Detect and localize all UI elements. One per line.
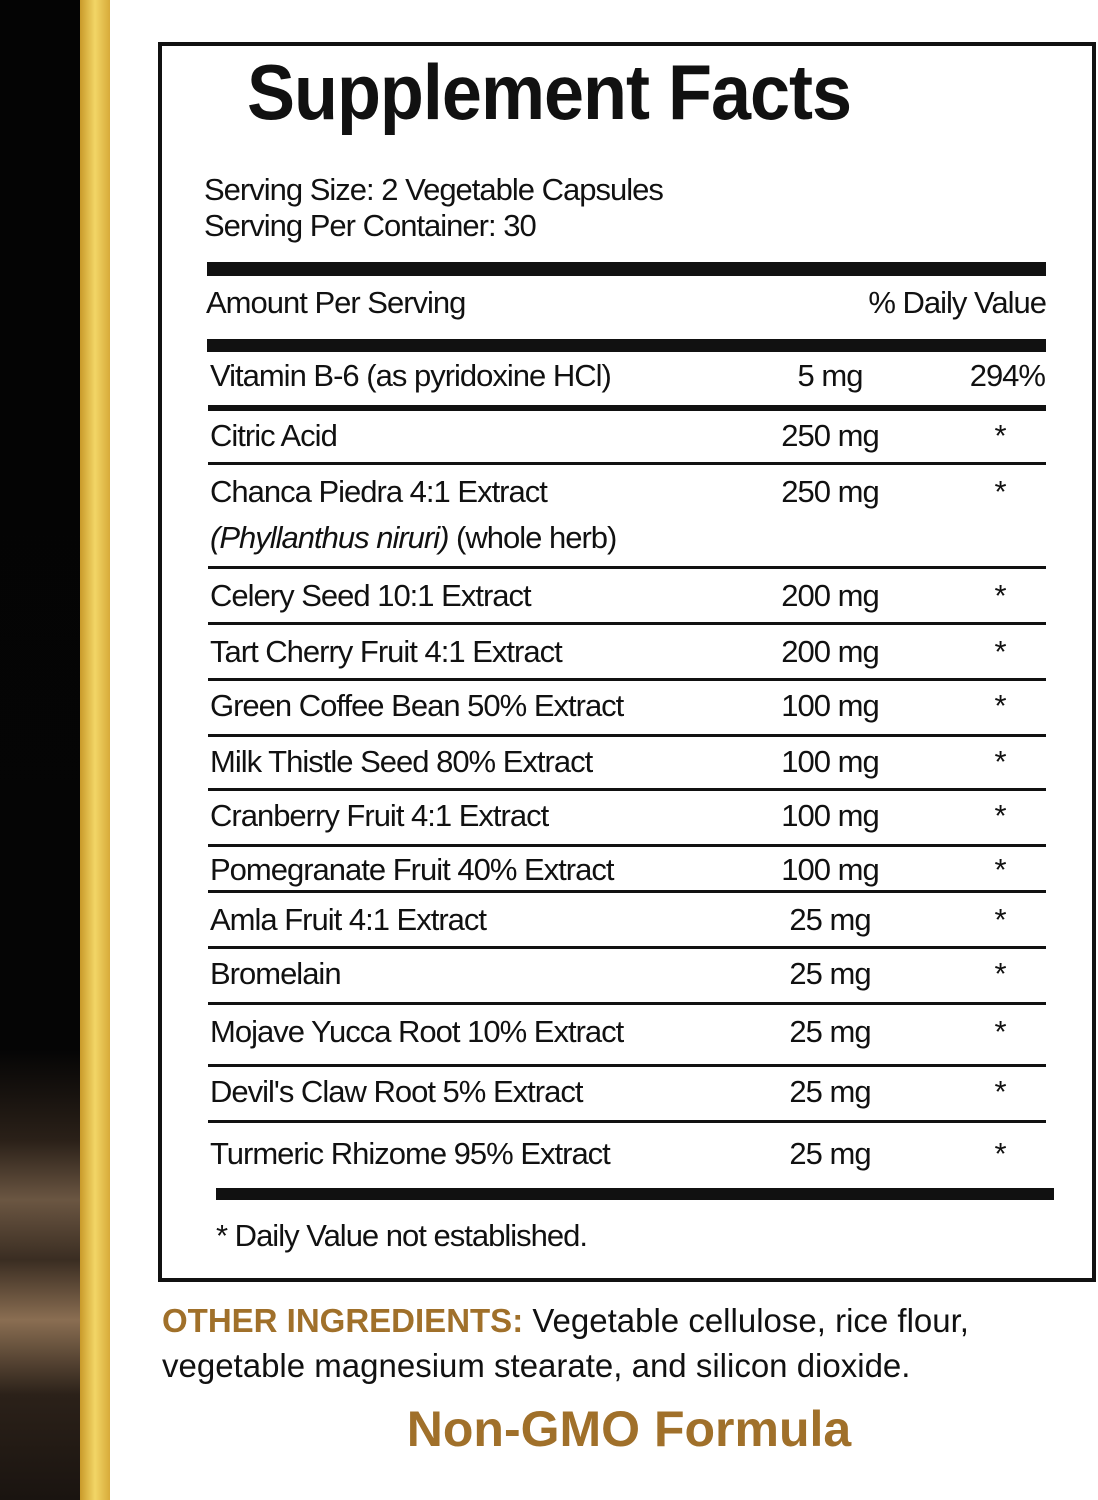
- row-divider: [208, 622, 1046, 625]
- nutrient-daily-value: *: [994, 1136, 1006, 1171]
- nutrient-amount: 25 mg: [789, 956, 871, 991]
- nutrient-daily-value: 294%: [969, 358, 1046, 393]
- nutrient-amount: 25 mg: [789, 902, 871, 937]
- serving-size: Serving Size: 2 Vegetable Capsules: [204, 172, 664, 207]
- row-divider: [208, 678, 1046, 681]
- nutrient-daily-value: *: [994, 798, 1006, 833]
- dv-header: % Daily Value: [868, 285, 1047, 320]
- row-divider: [208, 405, 1046, 411]
- nutrient-name: Devil's Claw Root 5% Extract: [210, 1074, 583, 1109]
- nutrient-amount: 25 mg: [789, 1136, 871, 1171]
- nutrient-daily-value: *: [994, 474, 1006, 509]
- nutrient-daily-value: *: [994, 1074, 1006, 1109]
- nutrient-amount: 200 mg: [781, 634, 879, 669]
- nutrient-amount: 250 mg: [781, 418, 879, 453]
- panel-title: Supplement Facts: [246, 49, 852, 137]
- nutrient-daily-value: *: [994, 418, 1006, 453]
- nutrient-name: Bromelain: [210, 956, 342, 991]
- nutrient-amount: 25 mg: [789, 1014, 871, 1049]
- row-divider: [208, 462, 1046, 465]
- nutrient-amount: 100 mg: [781, 744, 879, 779]
- row-divider: [208, 1002, 1046, 1005]
- nutrient-daily-value: *: [994, 634, 1006, 669]
- row-divider: [208, 788, 1046, 791]
- nutrient-amount: 100 mg: [781, 798, 879, 833]
- row-divider: [208, 734, 1046, 737]
- servings-per-container: Serving Per Container: 30: [204, 208, 537, 243]
- nutrient-daily-value: *: [994, 744, 1006, 779]
- row-divider: [208, 946, 1046, 949]
- nutrient-name: Pomegranate Fruit 40% Extract: [210, 852, 614, 887]
- nutrient-daily-value: *: [994, 852, 1006, 887]
- gold-stripe: [80, 0, 110, 1500]
- nutrient-name: Chanca Piedra 4:1 Extract: [210, 474, 548, 509]
- thick-divider: [216, 1188, 1054, 1200]
- other-ingredients-label: OTHER INGREDIENTS:: [162, 1302, 524, 1339]
- nutrient-name: Turmeric Rhizome 95% Extract: [210, 1136, 611, 1171]
- nutrient-daily-value: *: [994, 688, 1006, 723]
- nutrient-amount: 250 mg: [781, 474, 879, 509]
- nutrient-name: Cranberry Fruit 4:1 Extract: [210, 798, 549, 833]
- plant-part: (whole herb): [448, 520, 617, 555]
- latin-name: (Phyllanthus niruri): [210, 520, 449, 555]
- amount-header: Amount Per Serving: [206, 285, 466, 320]
- footnote: * Daily Value not established.: [216, 1218, 588, 1253]
- thick-divider: [207, 262, 1046, 276]
- decorative-background-strip: [0, 0, 80, 1500]
- nutrient-daily-value: *: [994, 1014, 1006, 1049]
- nutrient-daily-value: *: [994, 578, 1006, 613]
- nutrient-name: Tart Cherry Fruit 4:1 Extract: [210, 634, 563, 669]
- row-divider: [208, 566, 1046, 569]
- nutrient-name: Citric Acid: [210, 418, 338, 453]
- nutrient-amount: 100 mg: [781, 688, 879, 723]
- nutrient-amount: 5 mg: [797, 358, 864, 393]
- row-divider: [208, 1120, 1046, 1123]
- nutrient-daily-value: *: [994, 902, 1006, 937]
- nutrient-name: Milk Thistle Seed 80% Extract: [210, 744, 593, 779]
- nutrient-name: Vitamin B-6 (as pyridoxine HCl): [210, 358, 612, 393]
- nutrient-name: Mojave Yucca Root 10% Extract: [210, 1014, 624, 1049]
- nutrient-source: (Phyllanthus niruri) (whole herb): [210, 520, 617, 556]
- thick-divider: [207, 339, 1046, 352]
- nutrient-daily-value: *: [994, 956, 1006, 991]
- other-ingredients-text: Vegetable cellulose, rice flour, vegetab…: [162, 1302, 969, 1384]
- row-divider: [208, 890, 1046, 893]
- non-gmo-badge: Non-GMO Formula: [406, 1401, 852, 1457]
- nutrient-name: Green Coffee Bean 50% Extract: [210, 688, 624, 723]
- nutrient-amount: 200 mg: [781, 578, 879, 613]
- supplement-facts-panel: [158, 42, 1096, 1282]
- other-ingredients: OTHER INGREDIENTS: Vegetable cellulose, …: [162, 1298, 1098, 1388]
- nutrient-amount: 100 mg: [781, 852, 879, 887]
- nutrient-amount: 25 mg: [789, 1074, 871, 1109]
- row-divider: [208, 1064, 1046, 1067]
- nutrient-name: Amla Fruit 4:1 Extract: [210, 902, 487, 937]
- row-divider: [208, 844, 1046, 847]
- nutrient-name: Celery Seed 10:1 Extract: [210, 578, 532, 613]
